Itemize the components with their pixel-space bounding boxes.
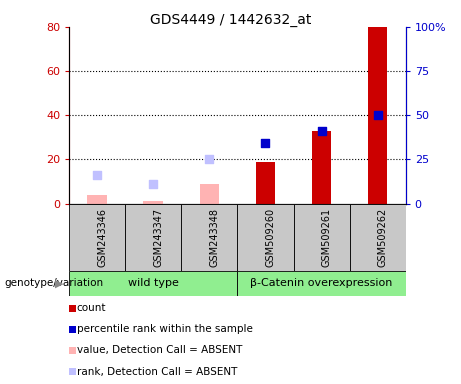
Bar <box>143 201 163 204</box>
Text: GDS4449 / 1442632_at: GDS4449 / 1442632_at <box>150 13 311 27</box>
Bar <box>88 195 107 204</box>
Bar <box>181 204 237 271</box>
Point <box>262 141 269 147</box>
Text: GSM509261: GSM509261 <box>322 208 331 266</box>
Point <box>206 156 213 162</box>
Text: ▶: ▶ <box>55 278 64 288</box>
Bar <box>368 27 387 204</box>
Bar <box>312 131 331 204</box>
Bar <box>200 184 219 204</box>
Bar <box>237 204 294 271</box>
Bar <box>349 204 406 271</box>
Text: GSM243348: GSM243348 <box>209 208 219 266</box>
Point <box>94 172 101 178</box>
Bar <box>256 162 275 204</box>
Text: GSM243347: GSM243347 <box>153 208 163 266</box>
Point <box>318 128 325 134</box>
Point <box>149 181 157 187</box>
Text: GSM509262: GSM509262 <box>378 207 388 267</box>
Text: genotype/variation: genotype/variation <box>5 278 104 288</box>
Text: β-Catenin overexpression: β-Catenin overexpression <box>250 278 393 288</box>
Bar <box>69 271 237 296</box>
Text: wild type: wild type <box>128 278 179 288</box>
Point <box>374 112 381 118</box>
Bar <box>237 271 406 296</box>
Text: count: count <box>77 303 106 313</box>
Text: GSM509260: GSM509260 <box>266 208 276 266</box>
Text: GSM243346: GSM243346 <box>97 208 107 266</box>
Text: percentile rank within the sample: percentile rank within the sample <box>77 324 253 334</box>
Bar <box>125 204 181 271</box>
Text: rank, Detection Call = ABSENT: rank, Detection Call = ABSENT <box>77 366 237 377</box>
Bar <box>69 204 125 271</box>
Text: value, Detection Call = ABSENT: value, Detection Call = ABSENT <box>77 345 242 356</box>
Bar <box>294 204 349 271</box>
